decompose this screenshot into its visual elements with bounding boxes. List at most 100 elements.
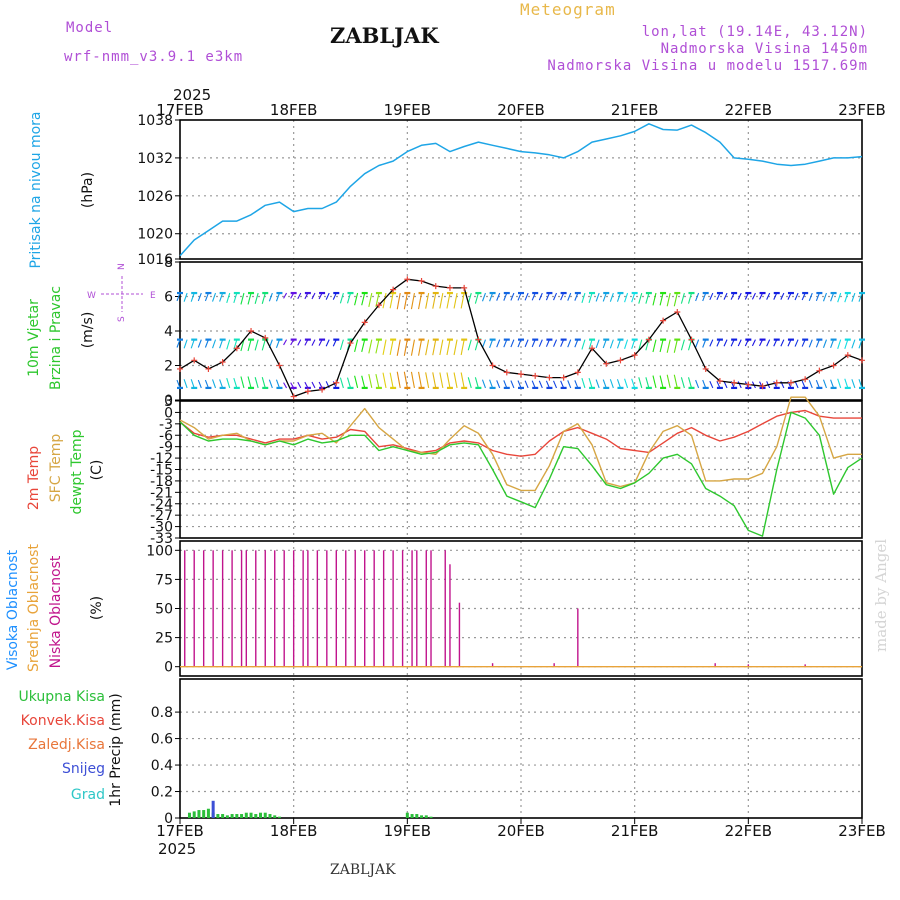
wind-barb bbox=[254, 377, 259, 389]
wind-barb bbox=[403, 371, 408, 389]
wind-barb bbox=[240, 339, 245, 352]
wind-gust-marker bbox=[233, 345, 240, 352]
legend-dewpt-temp: dewpt Temp bbox=[69, 429, 85, 514]
wind-barb bbox=[581, 292, 586, 304]
wind-barb bbox=[446, 372, 451, 389]
wind-barb bbox=[602, 339, 607, 349]
wind-gust-marker bbox=[617, 357, 624, 364]
wind-barb bbox=[361, 292, 366, 306]
date-label-bottom: 20FEB bbox=[497, 822, 544, 840]
wind-barb bbox=[496, 380, 501, 389]
wind-barb bbox=[652, 339, 657, 353]
wind-barb bbox=[751, 339, 756, 347]
wind-barb bbox=[830, 292, 835, 302]
wind-barb bbox=[368, 339, 373, 354]
wind-gust-marker bbox=[844, 352, 851, 359]
wind-barb bbox=[567, 339, 572, 348]
wind-barb bbox=[183, 379, 188, 389]
wind-barb bbox=[297, 339, 302, 346]
precip-unit: 1hr Precip (mm) bbox=[108, 693, 124, 806]
date-label-bottom: 21FEB bbox=[611, 822, 658, 840]
wind-gust-marker bbox=[375, 302, 382, 309]
wind-barb bbox=[190, 292, 195, 302]
wind-barb bbox=[297, 381, 302, 389]
wind-barb bbox=[467, 377, 472, 389]
y-tick-label: -24 bbox=[150, 497, 173, 513]
wind-barb bbox=[283, 292, 288, 299]
wind-barb bbox=[204, 292, 209, 302]
wind-barb bbox=[339, 339, 344, 351]
wind-barb bbox=[609, 379, 614, 389]
wind-title-2: Brzina i Pravac bbox=[48, 286, 64, 390]
wind-barb bbox=[275, 339, 280, 349]
wind-barb bbox=[204, 339, 209, 348]
wind-barb bbox=[695, 292, 700, 302]
wind-barb bbox=[226, 377, 231, 389]
wind-barb bbox=[716, 380, 721, 389]
wind-barb bbox=[638, 292, 643, 304]
wind-barb bbox=[680, 339, 685, 351]
precip-total-bar bbox=[240, 814, 244, 818]
wind-barb bbox=[240, 376, 245, 389]
wind-barb bbox=[808, 380, 813, 389]
wind-barb bbox=[723, 292, 728, 300]
y-tick-label: 0.2 bbox=[151, 785, 173, 801]
precip-total-bar bbox=[249, 812, 253, 818]
year-label-top: 2025 bbox=[173, 86, 211, 104]
wind-barb bbox=[261, 292, 266, 304]
wind-barb bbox=[858, 339, 863, 349]
wind-title-1: 10m Vjetar bbox=[26, 299, 42, 377]
wind-barb bbox=[283, 382, 288, 389]
precip-total-bar bbox=[221, 814, 225, 818]
wind-barb bbox=[716, 292, 721, 301]
wind-barb bbox=[560, 292, 565, 301]
date-label-top: 23FEB bbox=[838, 101, 885, 119]
wind-barb bbox=[418, 339, 423, 356]
wind-barb bbox=[858, 379, 863, 389]
wind-barb bbox=[624, 339, 629, 349]
wind-barb bbox=[844, 292, 849, 303]
wind-barb bbox=[361, 339, 366, 352]
compass-rose bbox=[101, 276, 143, 312]
wind-barb bbox=[531, 380, 536, 389]
wind-barb bbox=[418, 371, 423, 389]
wind-barb bbox=[538, 339, 543, 347]
wind-gust-marker bbox=[191, 357, 198, 364]
wind-barb bbox=[339, 377, 344, 389]
wind-gust-marker bbox=[574, 369, 581, 376]
wind-barb bbox=[815, 292, 820, 301]
wind-barb bbox=[403, 339, 408, 356]
date-label-top: 19FEB bbox=[384, 101, 431, 119]
wind-barb bbox=[666, 339, 671, 353]
y-tick-label: 0.6 bbox=[151, 732, 173, 748]
wind-barb bbox=[766, 292, 771, 300]
wind-barb bbox=[467, 339, 472, 351]
wind-barb bbox=[595, 379, 600, 389]
wind-gust-marker bbox=[361, 319, 368, 326]
y-tick-label: -33 bbox=[150, 531, 173, 547]
wind-barb bbox=[410, 339, 415, 356]
wind-barb bbox=[311, 339, 316, 346]
temp-line-0 bbox=[179, 409, 862, 457]
y-tick-label: 1032 bbox=[137, 151, 173, 167]
wind-barb bbox=[268, 379, 273, 389]
wind-barb bbox=[190, 339, 195, 349]
y-tick-label: -18 bbox=[150, 474, 173, 490]
legend-precip-1: Konvek.Kisa bbox=[21, 713, 105, 729]
wind-gust-marker bbox=[731, 379, 738, 386]
wind-barb bbox=[453, 339, 458, 356]
wind-barb bbox=[254, 292, 259, 304]
wind-barb bbox=[723, 339, 728, 347]
wind-barb bbox=[815, 339, 820, 348]
wind-barb bbox=[233, 292, 238, 304]
wind-barb bbox=[545, 380, 550, 389]
wind-barb bbox=[275, 379, 280, 389]
temp-line-2 bbox=[179, 411, 863, 537]
wind-gust-marker bbox=[645, 336, 652, 343]
y-tick-label: -3 bbox=[159, 417, 173, 433]
wind-barb bbox=[460, 372, 465, 389]
precip-total-bar bbox=[429, 816, 433, 818]
wind-gust-marker bbox=[390, 286, 397, 293]
wind-barb bbox=[631, 339, 636, 349]
wind-barb bbox=[531, 339, 536, 348]
